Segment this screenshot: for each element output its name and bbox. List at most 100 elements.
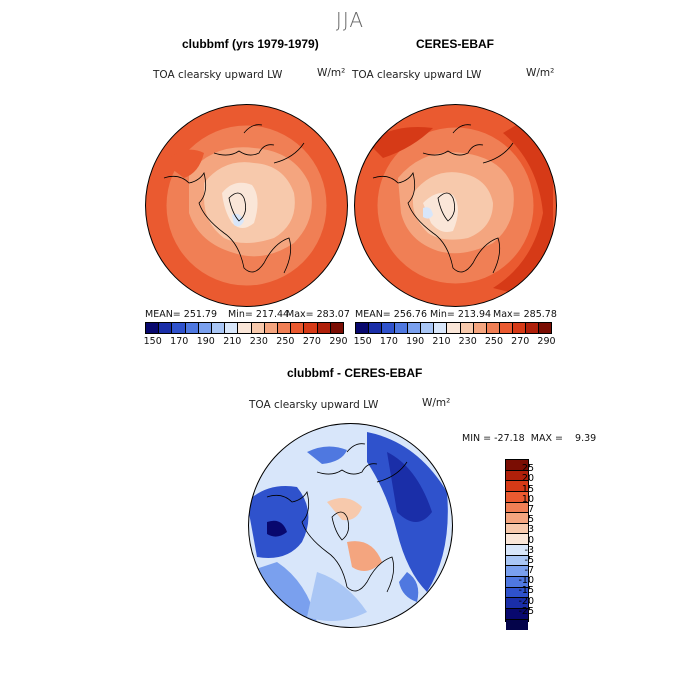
- panel-1-map: [145, 104, 348, 307]
- colorbar-swatch: [382, 323, 396, 333]
- colorbar-tick-label: 270: [511, 336, 530, 347]
- colorbar-tick-label: 170: [170, 336, 189, 347]
- diff-colorbar-swatch: [506, 545, 528, 556]
- diff-panel-map: [248, 423, 453, 628]
- panel-1-mean: MEAN= 251.79: [145, 309, 218, 320]
- panel-1-variable: TOA clearsky upward LW: [153, 69, 283, 81]
- panel-1-colorbar: [145, 322, 344, 334]
- panel-2-units: W/m²: [526, 67, 555, 79]
- colorbar-swatch: [486, 323, 500, 333]
- diff-colorbar-swatch: [506, 513, 528, 524]
- diff-colorbar-swatch: [506, 460, 528, 471]
- panel-1-title: clubbmf (yrs 1979-1979): [182, 37, 319, 51]
- diff-colorbar-tick-label: -10: [518, 575, 534, 587]
- colorbar-swatch: [159, 323, 173, 333]
- diff-colorbar-swatch: [506, 470, 528, 482]
- colorbar-swatch: [330, 323, 344, 333]
- diff-colorbar-swatch: [506, 598, 528, 609]
- colorbar-swatch: [264, 323, 279, 333]
- colorbar-swatch: [146, 323, 160, 333]
- colorbar-swatch: [251, 323, 265, 333]
- panel-2-mean: MEAN= 256.76: [355, 309, 428, 320]
- diff-panel-minmax: MIN = -27.18 MAX = 9.39: [462, 433, 597, 444]
- colorbar-swatch: [185, 323, 199, 333]
- panel-1-colorbar-ticks: 150 170 190 210 230 250 270 290: [143, 336, 348, 348]
- diff-colorbar-tick-label: -3: [524, 544, 534, 556]
- diff-colorbar-tick-label: 7: [527, 503, 534, 515]
- diff-colorbar-swatch: [506, 534, 528, 546]
- colorbar-swatch: [434, 323, 448, 333]
- colorbar-tick-label: 230: [458, 336, 477, 347]
- diff-colorbar-swatch: [506, 566, 528, 578]
- colorbar-swatch: [172, 323, 186, 333]
- colorbar-swatch: [525, 323, 539, 333]
- panel-2-min: Min= 213.94: [430, 309, 492, 320]
- colorbar-swatch: [238, 323, 252, 333]
- diff-colorbar-tick-label: -7: [524, 565, 534, 577]
- diff-colorbar-swatch: [506, 587, 528, 599]
- colorbar-swatch: [304, 323, 318, 333]
- colorbar-tick-label: 210: [432, 336, 451, 347]
- diff-colorbar-tick-label: -20: [518, 595, 534, 607]
- colorbar-tick-label: 190: [406, 336, 425, 347]
- diff-colorbar-swatch: [506, 577, 528, 588]
- panel-2-variable: TOA clearsky upward LW: [352, 69, 482, 81]
- colorbar-tick-label: 150: [143, 336, 162, 347]
- colorbar-swatch: [408, 323, 422, 333]
- diff-colorbar-tick-label: 20: [521, 473, 534, 485]
- colorbar-swatch: [212, 323, 226, 333]
- diff-colorbar-tick-label: -5: [524, 554, 534, 566]
- diff-panel-variable: TOA clearsky upward LW: [249, 399, 379, 411]
- diff-colorbar-tick-label: -25: [518, 605, 534, 617]
- season-title: JJA: [335, 8, 365, 32]
- diff-colorbar-tick-label: 5: [527, 514, 534, 526]
- colorbar-swatch: [317, 323, 331, 333]
- colorbar-swatch: [356, 323, 370, 333]
- panel-1-min: Min= 217.44: [228, 309, 290, 320]
- colorbar-swatch: [225, 323, 239, 333]
- diff-colorbar-swatch: [506, 491, 528, 503]
- panel-2-colorbar: [355, 322, 552, 334]
- colorbar-swatch: [460, 323, 474, 333]
- colorbar-tick-label: 290: [329, 336, 348, 347]
- panel-2-colorbar-ticks: 150 170 190 210 230 250 270 290: [353, 336, 556, 348]
- diff-colorbar-swatch: [506, 523, 528, 535]
- diff-colorbar-swatch: [506, 555, 528, 567]
- colorbar-swatch: [291, 323, 305, 333]
- colorbar-tick-label: 290: [537, 336, 556, 347]
- colorbar-swatch: [473, 323, 487, 333]
- colorbar-swatch: [198, 323, 213, 333]
- diff-colorbar-tick-label: 10: [521, 493, 534, 505]
- diff-panel-units: W/m²: [422, 397, 451, 409]
- colorbar-tick-label: 230: [249, 336, 268, 347]
- diff-colorbar-tick-label: -15: [518, 585, 534, 597]
- colorbar-swatch: [369, 323, 383, 333]
- diff-colorbar-swatch: [506, 619, 528, 631]
- panel-2-max: Max= 285.78: [493, 309, 557, 320]
- diff-colorbar-ticks: 25 20 15 10 7 5 3 0 -3 -5 -7 -10 -15 -20 -25: [498, 459, 538, 622]
- colorbar-tick-label: 250: [484, 336, 504, 347]
- diff-panel-title: clubbmf - CERES-EBAF: [287, 366, 423, 380]
- diff-colorbar-swatch: [506, 502, 528, 514]
- colorbar-swatch: [538, 323, 551, 333]
- colorbar-swatch: [512, 323, 526, 333]
- colorbar-tick-label: 190: [196, 336, 215, 347]
- colorbar-swatch: [447, 323, 461, 333]
- colorbar-tick-label: 150: [353, 336, 372, 347]
- colorbar-swatch: [278, 323, 292, 333]
- diff-colorbar-swatch: [506, 608, 528, 620]
- colorbar-swatch: [421, 323, 435, 333]
- diff-colorbar: [505, 459, 529, 631]
- diff-colorbar-swatch: [506, 481, 528, 492]
- diff-colorbar-tick-label: 0: [527, 534, 534, 546]
- panel-2-title: CERES-EBAF: [416, 37, 495, 51]
- colorbar-tick-label: 270: [302, 336, 321, 347]
- diff-colorbar-tick-label: 3: [527, 524, 534, 536]
- diff-colorbar-tick-label: 25: [521, 463, 534, 475]
- colorbar-tick-label: 170: [379, 336, 398, 347]
- diff-colorbar-tick-label: 15: [521, 483, 534, 495]
- panel-1-units: W/m²: [317, 67, 346, 79]
- colorbar-swatch: [395, 323, 409, 333]
- panel-2-map: [354, 104, 557, 307]
- colorbar-tick-label: 210: [223, 336, 242, 347]
